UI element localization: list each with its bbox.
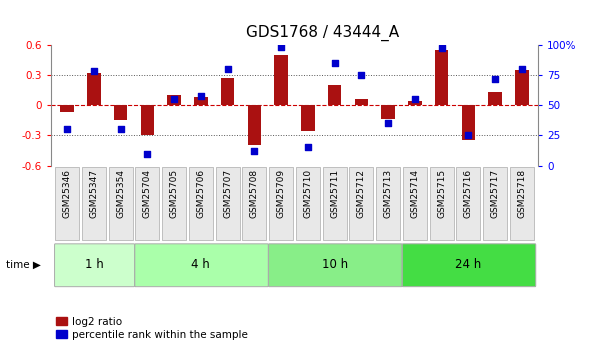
Bar	[168, 95, 181, 105]
Point	[116, 127, 126, 132]
Bar	[382, 105, 395, 119]
Text: GSM25710: GSM25710	[304, 169, 313, 218]
FancyBboxPatch shape	[510, 167, 534, 240]
Point	[437, 46, 447, 51]
Text: 4 h: 4 h	[192, 258, 210, 271]
FancyBboxPatch shape	[349, 167, 373, 240]
Text: GSM25706: GSM25706	[197, 169, 206, 218]
Bar	[435, 50, 448, 105]
Point	[276, 45, 286, 50]
Text: GSM25713: GSM25713	[383, 169, 392, 218]
Bar	[408, 101, 421, 105]
Point	[89, 69, 99, 74]
Text: GSM25715: GSM25715	[437, 169, 446, 218]
FancyBboxPatch shape	[269, 167, 293, 240]
Point	[517, 66, 526, 72]
Text: 10 h: 10 h	[322, 258, 347, 271]
Bar	[355, 99, 368, 105]
Text: GSM25716: GSM25716	[464, 169, 473, 218]
Point	[63, 127, 72, 132]
FancyBboxPatch shape	[135, 167, 159, 240]
Text: GSM25718: GSM25718	[517, 169, 526, 218]
FancyBboxPatch shape	[430, 167, 454, 240]
Point	[356, 72, 366, 78]
Point	[410, 97, 419, 102]
Bar	[114, 105, 127, 120]
Point	[490, 76, 500, 81]
Text: 24 h: 24 h	[455, 258, 481, 271]
Point	[303, 145, 313, 150]
Point	[249, 148, 259, 154]
FancyBboxPatch shape	[242, 167, 266, 240]
Text: 1 h: 1 h	[85, 258, 103, 271]
Bar	[221, 78, 234, 105]
FancyBboxPatch shape	[55, 167, 79, 240]
Legend: log2 ratio, percentile rank within the sample: log2 ratio, percentile rank within the s…	[56, 317, 248, 340]
Point	[383, 121, 393, 126]
FancyBboxPatch shape	[55, 244, 135, 287]
FancyBboxPatch shape	[323, 167, 347, 240]
FancyBboxPatch shape	[402, 244, 535, 287]
FancyBboxPatch shape	[376, 167, 400, 240]
Text: GSM25714: GSM25714	[410, 169, 419, 218]
Point	[142, 151, 152, 156]
Point	[196, 93, 206, 98]
FancyBboxPatch shape	[162, 167, 186, 240]
FancyBboxPatch shape	[82, 167, 106, 240]
Text: GSM25346: GSM25346	[63, 169, 72, 218]
Text: GSM25708: GSM25708	[250, 169, 259, 218]
Bar	[462, 105, 475, 140]
FancyBboxPatch shape	[135, 244, 268, 287]
FancyBboxPatch shape	[216, 167, 240, 240]
FancyBboxPatch shape	[296, 167, 320, 240]
FancyBboxPatch shape	[456, 167, 480, 240]
Bar	[248, 105, 261, 146]
Bar	[515, 70, 528, 105]
Bar	[61, 105, 74, 112]
FancyBboxPatch shape	[483, 167, 507, 240]
Text: GSM25712: GSM25712	[357, 169, 366, 218]
Point	[223, 66, 233, 72]
Point	[169, 97, 179, 102]
Text: GDS1768 / 43444_A: GDS1768 / 43444_A	[246, 25, 400, 41]
Bar	[489, 92, 502, 105]
Text: GSM25709: GSM25709	[276, 169, 285, 218]
Bar	[275, 55, 288, 105]
Text: GSM25711: GSM25711	[330, 169, 339, 218]
FancyBboxPatch shape	[403, 167, 427, 240]
Bar	[328, 85, 341, 105]
Bar	[301, 105, 314, 131]
FancyBboxPatch shape	[269, 244, 402, 287]
FancyBboxPatch shape	[189, 167, 213, 240]
Point	[330, 60, 340, 66]
Text: GSM25347: GSM25347	[90, 169, 99, 218]
Text: time ▶: time ▶	[6, 260, 41, 270]
FancyBboxPatch shape	[109, 167, 133, 240]
Text: GSM25717: GSM25717	[490, 169, 499, 218]
Point	[463, 133, 473, 138]
Text: GSM25705: GSM25705	[169, 169, 178, 218]
Bar	[87, 73, 100, 105]
Text: GSM25707: GSM25707	[223, 169, 232, 218]
Text: GSM25704: GSM25704	[143, 169, 152, 218]
Text: GSM25354: GSM25354	[116, 169, 125, 218]
Bar	[194, 97, 207, 105]
Bar	[141, 105, 154, 136]
